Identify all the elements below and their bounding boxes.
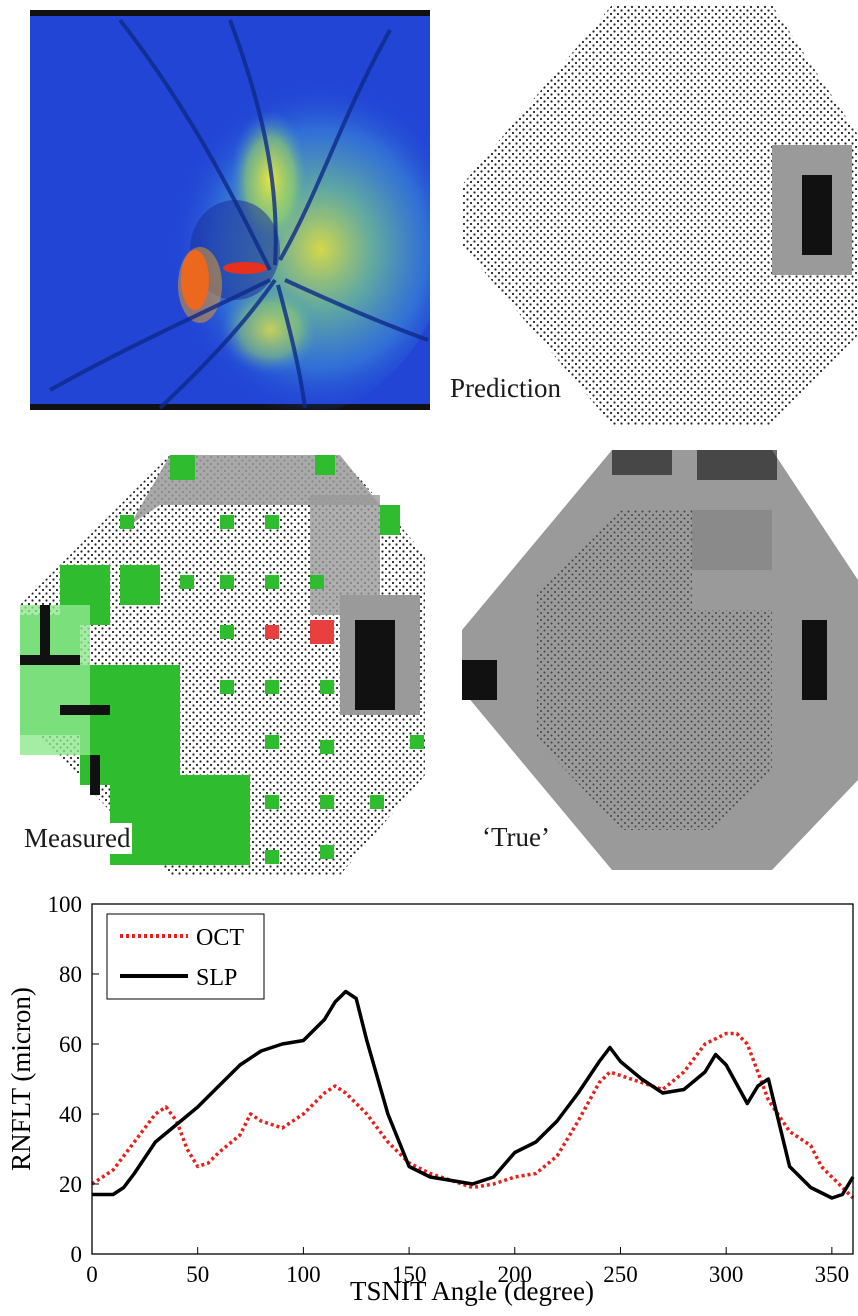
y-tick-label: 20 xyxy=(59,1172,82,1197)
chart-svg: 0 50 100 150 200 250 300 350 0 20 40 60 80 100 TSNIT … xyxy=(6,892,855,1306)
y-tick-label: 0 xyxy=(71,1242,83,1267)
measured-visual-field-map: Measured xyxy=(20,455,430,875)
true-label: ‘True’ xyxy=(480,822,553,853)
x-tick-label: 50 xyxy=(186,1262,209,1287)
y-axis-label: RNFLT (micron) xyxy=(6,987,36,1171)
true-visual-field-map: ‘True’ xyxy=(462,450,858,870)
prediction-visual-field-map: Prediction xyxy=(448,5,858,425)
x-tick-label: 0 xyxy=(86,1262,98,1287)
x-axis-label: TSNIT Angle (degree) xyxy=(350,1276,594,1306)
x-tick-label: 250 xyxy=(603,1262,638,1287)
legend-oct-label: OCT xyxy=(196,925,244,951)
series-line-oct xyxy=(91,1031,855,1200)
y-tick-label: 80 xyxy=(59,962,82,987)
x-tick-label: 300 xyxy=(709,1262,744,1287)
y-tick-label: 40 xyxy=(59,1102,82,1127)
prediction-label: Prediction xyxy=(448,373,563,404)
plot-frame xyxy=(91,903,854,1255)
x-tick-label: 100 xyxy=(286,1262,321,1287)
measured-label: Measured xyxy=(22,823,133,854)
x-tick-label: 200 xyxy=(498,1262,533,1287)
legend-slp-label: SLP xyxy=(196,965,237,991)
y-tick-label: 100 xyxy=(48,892,83,917)
x-tick-label: 350 xyxy=(815,1262,850,1287)
y-tick-label: 60 xyxy=(59,1032,82,1057)
series-line-slp xyxy=(92,989,855,1200)
x-tick-label: 150 xyxy=(392,1262,427,1287)
rnfl-heatmap-image xyxy=(30,10,450,420)
rnflt-line-chart: 0 50 100 150 200 250 300 350 0 20 40 60 80 100 TSNIT … xyxy=(0,890,858,1311)
chart-legend: OCT SLP xyxy=(106,913,265,1000)
